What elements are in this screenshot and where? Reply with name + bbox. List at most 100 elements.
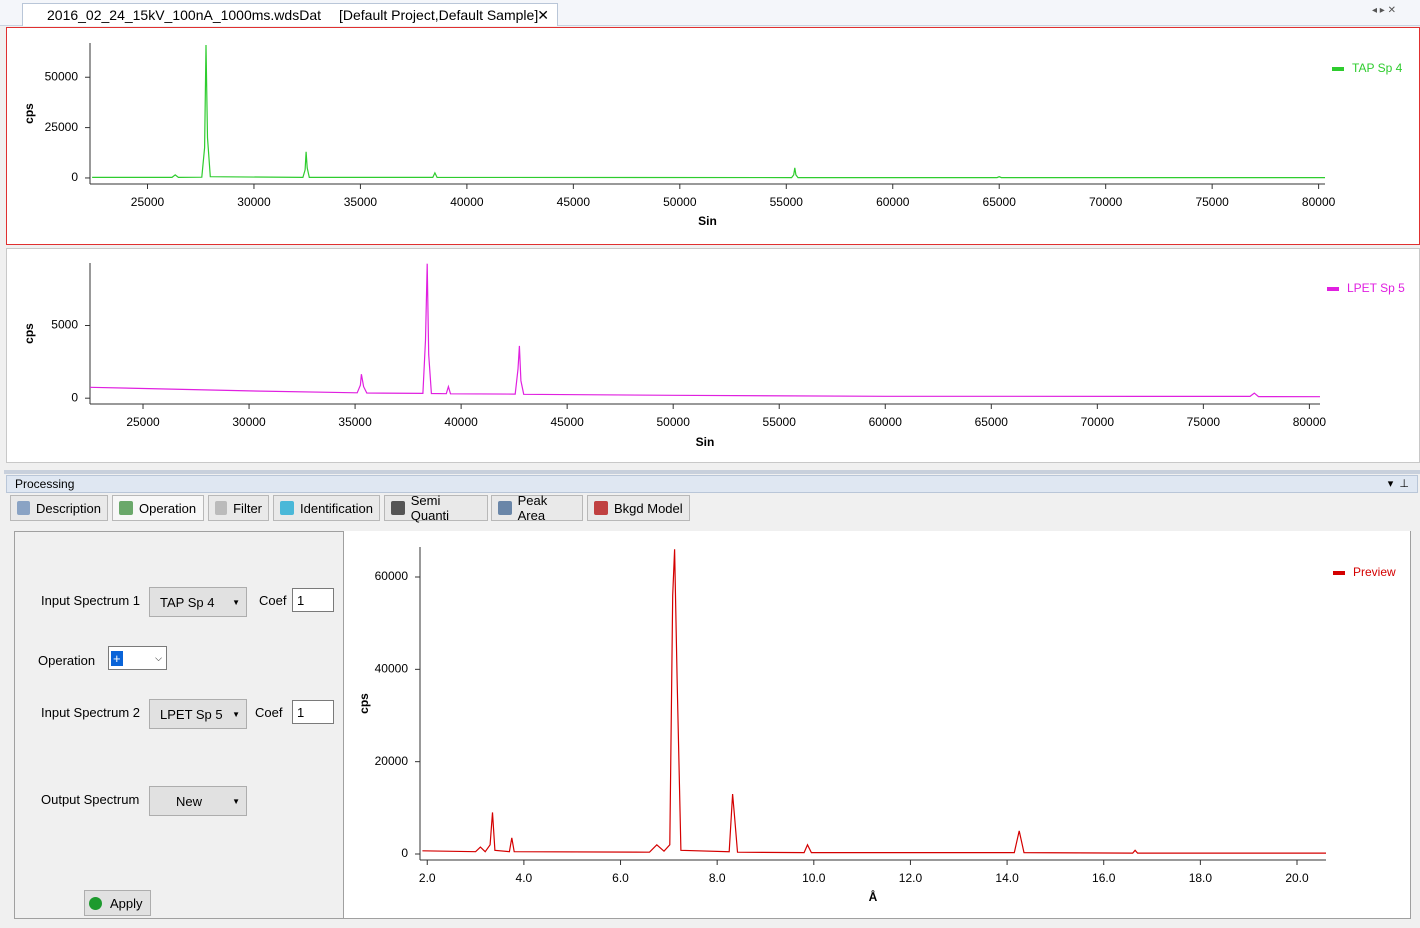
chart: 0 20000 40000 60000 2.0 4.0 6.0 8.0 10.0 12.0 14.0… [357,547,1396,904]
x-tick-label: 50000 [657,415,691,429]
x-tick-label: 20.0 [1285,871,1309,885]
chart: 0 5000 25000 30000 35000 40000 45000 50000 55000… [22,263,1405,449]
tab-button[interactable]: Filter [208,495,269,521]
x-tick-label: 25000 [131,195,165,209]
label: Input Spectrum 2 [41,705,140,720]
dropdown-value: LPET Sp 5 [160,706,223,722]
panel-controls[interactable]: ▾ ⊥ [1387,478,1409,490]
x-tick-label: 55000 [763,415,797,429]
tab-label: Semi Quanti [410,493,450,523]
label: Coef [255,705,283,720]
x-tick-label: 30000 [237,195,271,209]
x-tick-label: 40000 [444,415,478,429]
legend-swatch [1332,67,1344,71]
y-axis-label: cps [357,693,371,714]
label: Output Spectrum [41,792,140,807]
legend-swatch [1333,571,1345,575]
dropdown-value: New [176,793,203,809]
y-tick-label: 40000 [375,662,409,676]
y-axis-label: cps [22,323,36,344]
label: Input Spectrum 1 [41,593,140,608]
y-tick-label: 25000 [45,120,79,134]
tab-button[interactable]: Peak Area [491,493,583,523]
chart-panel [6,248,1420,463]
y-tick-label: 20000 [375,754,409,768]
label: Operation [38,653,96,668]
close-icon[interactable]: ✕ [537,6,549,23]
dropdown[interactable]: New ▼ [149,786,247,816]
splitter[interactable] [4,470,1420,474]
x-tick-label: 16.0 [1092,871,1116,885]
input-value: 1 [297,592,305,608]
x-tick-label: 10.0 [802,871,826,885]
x-tick-label: 35000 [338,415,372,429]
legend-label: LPET Sp 5 [1347,281,1405,295]
x-tick-label: 8.0 [709,871,726,885]
x-tick-label: 25000 [126,415,160,429]
x-tick-label: 75000 [1187,415,1221,429]
x-tick-label: 80000 [1293,415,1327,429]
y-tick-label: 0 [71,390,78,404]
document-tab[interactable]: 2016_02_24_15kV_100nA_1000ms.wdsDat [Def… [22,3,558,26]
panel-title: Processing [15,477,75,491]
legend-label: TAP Sp 4 [1352,61,1403,75]
tab-button[interactable]: Identification [273,495,380,521]
tab-context: [Default Project,Default Sample] [339,7,539,23]
x-axis-label: Sin [696,435,715,449]
tab-label: Operation [139,500,197,516]
dropdown-value: TAP Sp 4 [160,594,215,610]
y-tick-label: 0 [71,170,78,184]
button-label: Apply [110,895,143,911]
x-axis-label: Sin [698,214,717,228]
tab-button[interactable]: Semi Quanti [384,493,488,523]
x-tick-label: 60000 [869,415,903,429]
tab-label: Peak Area [517,493,548,523]
preview-panel [343,531,1411,919]
x-tick-label: 65000 [983,195,1017,209]
tab-button[interactable]: Operation [112,495,204,521]
x-tick-label: 35000 [344,195,378,209]
x-tick-label: 6.0 [612,871,629,885]
x-tick-label: 50000 [663,195,697,209]
tab-button[interactable]: Bkgd Model [587,495,690,521]
legend-swatch [1327,287,1339,291]
x-tick-label: 40000 [450,195,484,209]
dropdown[interactable]: TAP Sp 4 ▼ [149,587,247,617]
text-input[interactable]: 1 [292,700,334,724]
tab-label: Identification [300,500,373,516]
spectrum-line [89,263,1321,398]
legend-label: Preview [1353,565,1396,579]
x-tick-label: 75000 [1195,195,1229,209]
x-tick-label: 55000 [770,195,804,209]
y-tick-label: 0 [401,846,408,860]
x-tick-label: 2.0 [419,871,436,885]
tab-label: Filter [233,500,262,516]
dropdown[interactable]: + ⌵ [108,646,167,670]
x-tick-label: 70000 [1089,195,1123,209]
dropdown-value: + [111,650,123,666]
x-tick-label: 65000 [975,415,1009,429]
text-input[interactable]: 1 [292,588,334,612]
spectrum-line [92,44,1325,179]
apply-button[interactable]: Apply [84,890,151,916]
y-tick-label: 60000 [375,569,409,583]
label: Coef [259,593,287,608]
x-tick-label: 70000 [1081,415,1115,429]
y-axis-label: cps [22,103,36,124]
spectrum-line [422,549,1326,854]
scroll-arrows[interactable]: ◂ ▸ ✕ [1372,5,1396,16]
x-tick-label: 4.0 [516,871,533,885]
tab-button[interactable]: Description [10,495,108,521]
y-tick-label: 50000 [45,69,79,83]
x-tick-label: 18.0 [1189,871,1213,885]
y-tick-label: 5000 [51,318,78,332]
tab-title: 2016_02_24_15kV_100nA_1000ms.wdsDat [47,7,321,23]
x-tick-label: 80000 [1302,195,1336,209]
x-tick-label: 45000 [557,195,591,209]
x-tick-label: 45000 [550,415,584,429]
input-value: 1 [297,704,305,720]
dropdown[interactable]: LPET Sp 5 ▼ [149,699,247,729]
tab-label: Bkgd Model [614,500,683,516]
x-tick-label: 14.0 [995,871,1019,885]
